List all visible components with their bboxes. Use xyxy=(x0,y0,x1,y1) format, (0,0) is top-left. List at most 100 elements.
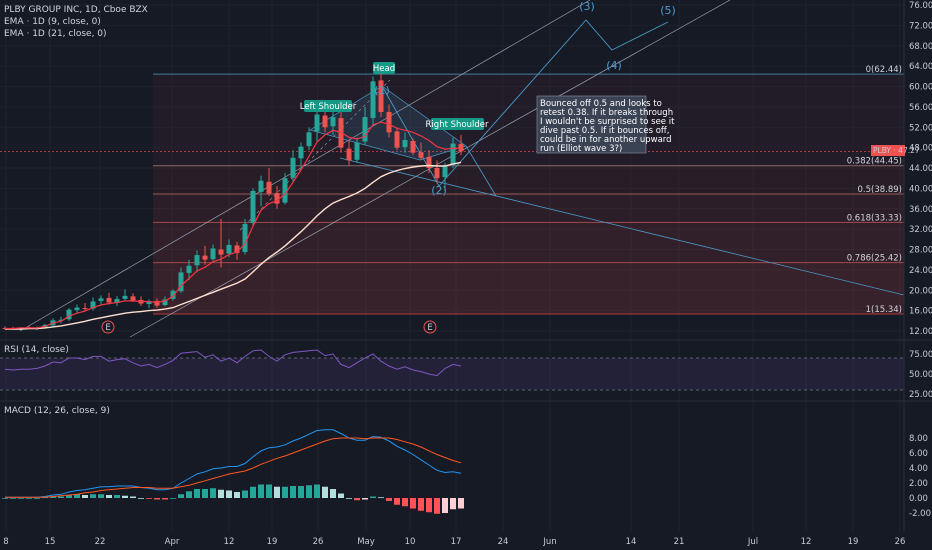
macd-histogram-bar xyxy=(442,498,448,513)
macd-histogram-bar xyxy=(122,495,128,498)
candle-body xyxy=(178,272,184,292)
candle-body xyxy=(242,224,248,253)
symbol-title[interactable]: PLBY GROUP INC, 1D, Cboe BZX xyxy=(4,5,148,15)
candle-body xyxy=(114,298,120,303)
annotation-note[interactable]: Bounced off 0.5 and looks to retest 0.38… xyxy=(536,95,675,154)
note-line-5: could be in for another upward xyxy=(540,135,672,145)
macd-histogram-bar xyxy=(338,493,344,498)
fib-zone xyxy=(153,165,904,195)
macd-histogram-bar xyxy=(410,498,416,509)
macd-histogram-bar xyxy=(450,498,456,510)
macd-histogram-bar xyxy=(370,496,376,498)
macd-histogram-bar xyxy=(362,498,368,500)
candle-body xyxy=(98,298,104,301)
macd-histogram-bar xyxy=(2,498,8,499)
candle-body xyxy=(82,308,88,310)
earnings-marker-2[interactable]: E xyxy=(423,320,437,334)
macd-tick-label: 8.00 xyxy=(909,434,928,444)
wave-5-label[interactable]: (5) xyxy=(660,4,676,17)
price-axis[interactable]: 12.00 16.00 20.00 24.00 28.00 32.00 36.00 40.00… xyxy=(909,1,932,519)
candle-body xyxy=(426,156,432,168)
candle-body xyxy=(330,117,336,127)
candle-body xyxy=(354,142,360,160)
price-tick-label: 52.00 xyxy=(909,123,932,133)
macd-histogram-bar xyxy=(242,490,248,498)
rsi-legend[interactable]: RSI (14, close) xyxy=(4,345,69,355)
ema9-line xyxy=(5,121,462,330)
macd-histogram-bar xyxy=(378,497,384,499)
candle-body xyxy=(314,114,320,132)
macd-legend[interactable]: MACD (12, 26, close, 9) xyxy=(4,406,110,416)
svg-text:E: E xyxy=(427,323,432,333)
price-tick-label: 24.00 xyxy=(909,266,932,276)
candle-body xyxy=(434,168,440,179)
macd-histogram-bar xyxy=(90,494,96,498)
candle-body xyxy=(106,297,112,303)
macd-histogram-bar xyxy=(218,489,224,498)
note-line-4: dive past 0.5. If it bounces off, xyxy=(540,126,669,136)
macd-histogram-bar xyxy=(346,498,352,499)
price-tick-label: 16.00 xyxy=(909,307,932,317)
price-tick-label: 32.00 xyxy=(909,225,932,235)
svg-text:PLBY · 47.27: PLBY · 47.27 xyxy=(873,146,920,155)
time-tick-label: 14 xyxy=(626,537,637,547)
fib-zone xyxy=(153,194,904,223)
wave-3-label[interactable]: (3) xyxy=(579,0,595,13)
candlestick-series xyxy=(2,71,464,331)
earnings-marker-1[interactable]: E xyxy=(101,320,115,334)
ema9-legend[interactable]: EMA · 1D (9, close, 0) xyxy=(4,17,101,27)
macd-histogram-bar xyxy=(426,498,432,513)
svg-text:Right Shoulder: Right Shoulder xyxy=(426,120,489,130)
candle-body xyxy=(450,143,456,165)
price-tick-label: 56.00 xyxy=(909,103,932,113)
ema-lines xyxy=(5,121,462,330)
macd-histogram-bar xyxy=(282,486,288,498)
time-tick-label: 15 xyxy=(45,537,56,547)
candle-body xyxy=(130,296,136,301)
svg-text:E: E xyxy=(105,323,110,333)
note-line-3: I wouldn't be surprised to see it xyxy=(540,117,675,127)
head-label[interactable]: Head xyxy=(373,62,395,74)
macd-histogram-bar xyxy=(98,494,104,498)
candle-body xyxy=(210,248,216,260)
candle-body xyxy=(346,148,352,161)
candle-body xyxy=(402,139,408,148)
price-tick-label: 20.00 xyxy=(909,286,932,296)
price-tick-label: 44.00 xyxy=(909,164,932,174)
macd-histogram-bar xyxy=(458,498,464,509)
channel-lower-line xyxy=(129,0,731,338)
wave-4-label[interactable]: (4) xyxy=(606,59,622,72)
candle-body xyxy=(66,309,72,320)
macd-histogram-bar xyxy=(330,489,336,498)
time-tick-label: 12 xyxy=(801,537,812,547)
time-tick-label: 21 xyxy=(674,537,685,547)
macd-histogram-bar xyxy=(418,498,424,511)
macd-histogram-bar xyxy=(106,495,112,498)
note-line-1: Bounced off 0.5 and looks to xyxy=(540,99,662,109)
macd-histogram-bar xyxy=(66,495,72,498)
candle-body xyxy=(386,111,392,133)
wave-1-label[interactable]: (1) xyxy=(374,84,390,97)
candle-body xyxy=(298,146,304,159)
macd-histogram-bar xyxy=(258,484,264,498)
fib-level-label: 0.382(44.45) xyxy=(847,157,902,167)
ema21-legend[interactable]: EMA · 1D (21, close, 0) xyxy=(4,29,107,39)
candle-body xyxy=(234,245,240,254)
time-tick-label: May xyxy=(357,537,375,547)
channel-mid-line xyxy=(239,79,391,231)
macd-histogram-bar xyxy=(114,495,120,498)
right-shoulder-label[interactable]: Right Shoulder xyxy=(426,118,489,130)
macd-tick-label: -2.00 xyxy=(909,509,931,519)
rsi-tick-label: 50.00 xyxy=(909,370,932,380)
time-tick-label: Apr xyxy=(165,537,180,547)
note-line-6: run (Elliot wave 3?) xyxy=(540,144,622,154)
time-tick-label: 19 xyxy=(267,537,278,547)
wave-2-label[interactable]: (2) xyxy=(431,184,447,197)
time-axis[interactable]: 8 15 22 Apr 12 19 26 May 10 17 24 Jun 14 21 Jul 12 19 26 xyxy=(3,537,905,547)
last-price-tag[interactable]: PLBY · 47.27 xyxy=(871,145,920,156)
fib-retracement: 0(62.44) 0.382(44.45) 0.5(38.89) 0.618(33.3… xyxy=(0,65,904,315)
price-tick-label: 12.00 xyxy=(909,327,932,337)
left-shoulder-label[interactable]: Left Shoulder xyxy=(300,100,357,112)
candle-body xyxy=(458,144,464,152)
